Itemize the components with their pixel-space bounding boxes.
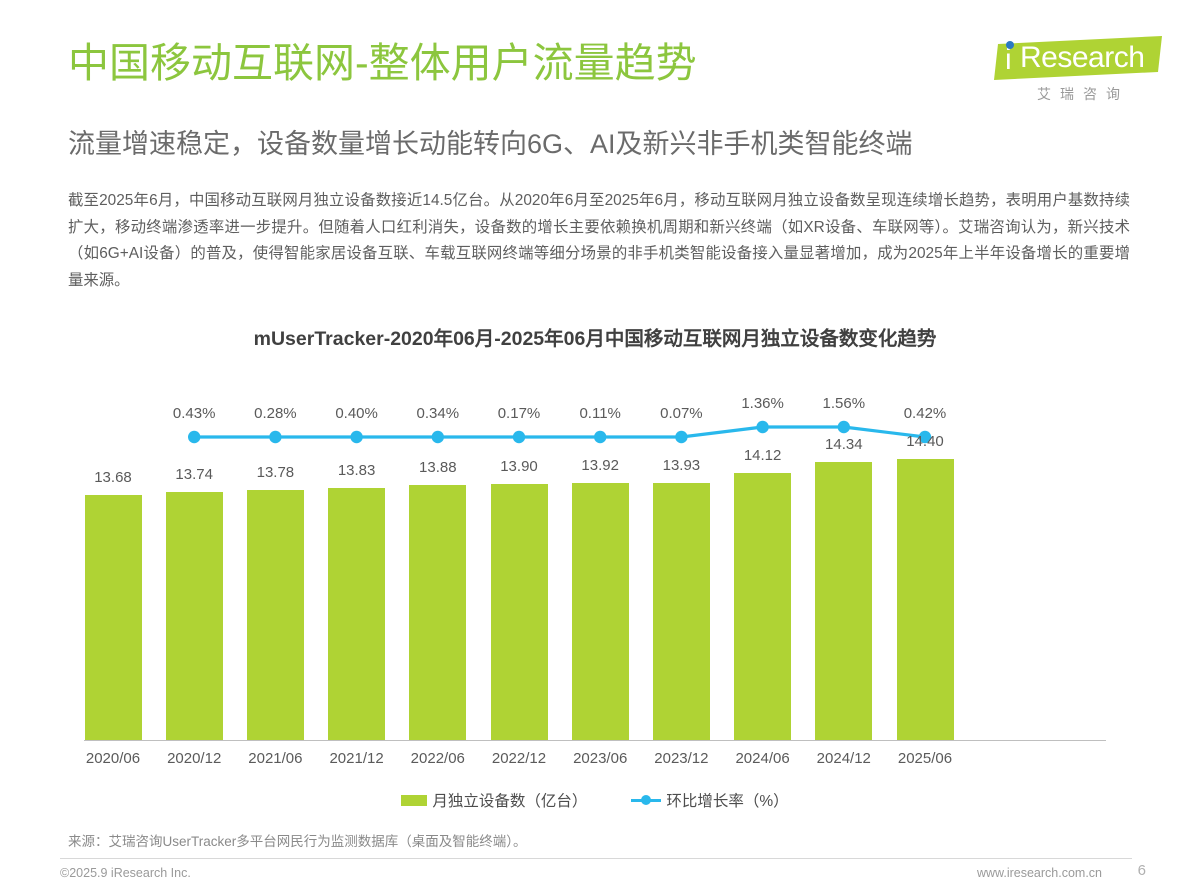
chart-x-axis-label: 2023/12 xyxy=(654,750,709,767)
chart-bar-value-label: 14.34 xyxy=(825,436,863,453)
page-subtitle: 流量增速稳定，设备数量增长动能转向6G、AI及新兴非手机类智能终端 xyxy=(68,129,913,159)
chart-bar xyxy=(652,482,710,740)
logo-dot-icon xyxy=(1006,41,1014,49)
chart-line-point xyxy=(431,430,444,444)
iresearch-logo: i Research 艾瑞咨询 xyxy=(994,36,1162,108)
chart-growth-rate-label: 1.36% xyxy=(741,395,784,412)
footer-divider xyxy=(60,858,1132,859)
chart-growth-rate-label: 0.07% xyxy=(660,405,703,422)
chart-bar xyxy=(571,483,629,740)
chart-title: mUserTracker-2020年06月-2025年06月中国移动互联网月独立… xyxy=(253,328,937,350)
chart-source-note: 来源：艾瑞咨询UserTracker多平台网民行为监测数据库（桌面及智能终端）。 xyxy=(68,834,527,849)
chart-line-point xyxy=(594,430,607,444)
logo-chinese-name: 艾瑞咨询 xyxy=(1037,86,1129,102)
chart-bar-value-label: 14.12 xyxy=(743,447,782,464)
chart-plot: 13.68 2020/06 13.74 2020/12 13.78 2021/06 13.8… xyxy=(60,368,1130,788)
chart-growth-rate-label: 0.28% xyxy=(254,405,297,422)
chart-bar-value-label: 13.93 xyxy=(662,456,701,474)
chart-line-point xyxy=(837,420,850,434)
chart-bar-value-label: 13.78 xyxy=(256,464,295,481)
chart-bar-value-label: 13.88 xyxy=(419,459,457,476)
chart-growth-rate-label: 0.11% xyxy=(579,405,621,422)
chart-axis-line xyxy=(84,740,1106,741)
page-title: 中国移动互联网-整体用户流量趋势 xyxy=(68,40,697,86)
chart-growth-rate-label: 0.34% xyxy=(416,405,460,422)
chart-bar xyxy=(490,484,548,740)
chart-x-axis-label: 2024/12 xyxy=(816,750,871,767)
chart-bar xyxy=(896,459,954,740)
chart-x-axis-label: 2021/12 xyxy=(329,750,384,767)
legend-item-bar[interactable]: 月独立设备数（亿台） xyxy=(401,789,587,811)
chart-x-axis-label: 2023/06 xyxy=(573,750,628,767)
chart-x-axis-label: 2021/06 xyxy=(248,750,303,767)
chart-bar xyxy=(328,487,386,740)
chart-growth-rate-label: 0.43% xyxy=(172,405,216,422)
chart-growth-rate-label: 0.40% xyxy=(335,405,378,422)
chart-area: 13.68 2020/06 13.74 2020/12 13.78 2021/06 13.8… xyxy=(60,368,1130,788)
logo-badge: i Research xyxy=(994,36,1162,80)
body-paragraph: 截至2025年6月，中国移动互联网月独立设备数接近14.5亿台。从2020年6月… xyxy=(68,192,1130,289)
chart-x-axis-label: 2020/06 xyxy=(85,750,141,767)
chart-x-axis-label: 2022/06 xyxy=(410,750,465,767)
legend-item-line[interactable]: 环比增长率（%） xyxy=(631,789,789,811)
chart-bar-value-label: 13.92 xyxy=(581,457,619,474)
legend-line-swatch-icon xyxy=(631,794,662,806)
chart-bar xyxy=(84,495,142,740)
legend-line-label: 环比增长率（%） xyxy=(666,793,789,810)
chart-x-axis-label: 2022/12 xyxy=(491,750,547,767)
footer-copyright: ©2025.9 iResearch Inc. xyxy=(60,866,191,880)
chart-bar-value-label: 13.83 xyxy=(337,461,376,479)
chart-bar xyxy=(246,490,304,740)
chart-bar-value-label: 13.90 xyxy=(500,458,538,475)
chart-x-axis-label: 2020/12 xyxy=(167,750,222,767)
chart-line-point xyxy=(269,430,282,444)
chart-bar-value-label: 13.68 xyxy=(94,469,132,486)
chart-bar-value-label: 14.40 xyxy=(906,433,944,450)
chart-line-point xyxy=(350,430,363,444)
legend-bar-swatch-icon xyxy=(401,794,428,806)
chart-bar xyxy=(734,473,792,740)
chart-line-point xyxy=(512,430,526,444)
chart-bar xyxy=(165,492,223,740)
chart-legend: 月独立设备数（亿台） 环比增长率（%） xyxy=(0,789,1190,811)
chart-bar-value-label: 13.74 xyxy=(175,466,213,483)
chart-x-axis-label: 2024/06 xyxy=(735,750,790,767)
chart-growth-rate-label: 0.17% xyxy=(497,405,541,422)
chart-bar xyxy=(409,485,467,740)
chart-line-point xyxy=(188,430,201,444)
chart-line-point xyxy=(756,420,769,434)
chart-growth-rate-label: 0.42% xyxy=(903,405,947,422)
footer-website-url: www.iresearch.com.cn xyxy=(976,866,1102,880)
logo-wordmark: Research xyxy=(1020,41,1145,74)
chart-growth-rate-label: 1.56% xyxy=(822,395,866,412)
logo-letter-i: i xyxy=(1005,43,1012,76)
legend-bar-label: 月独立设备数（亿台） xyxy=(432,793,588,810)
logo-parallelogram-icon xyxy=(994,36,1162,80)
chart-x-axis-label: 2025/06 xyxy=(897,750,953,767)
chart-line-point xyxy=(675,430,688,444)
footer-page-number: 6 xyxy=(1137,862,1146,879)
chart-bar xyxy=(815,462,873,740)
